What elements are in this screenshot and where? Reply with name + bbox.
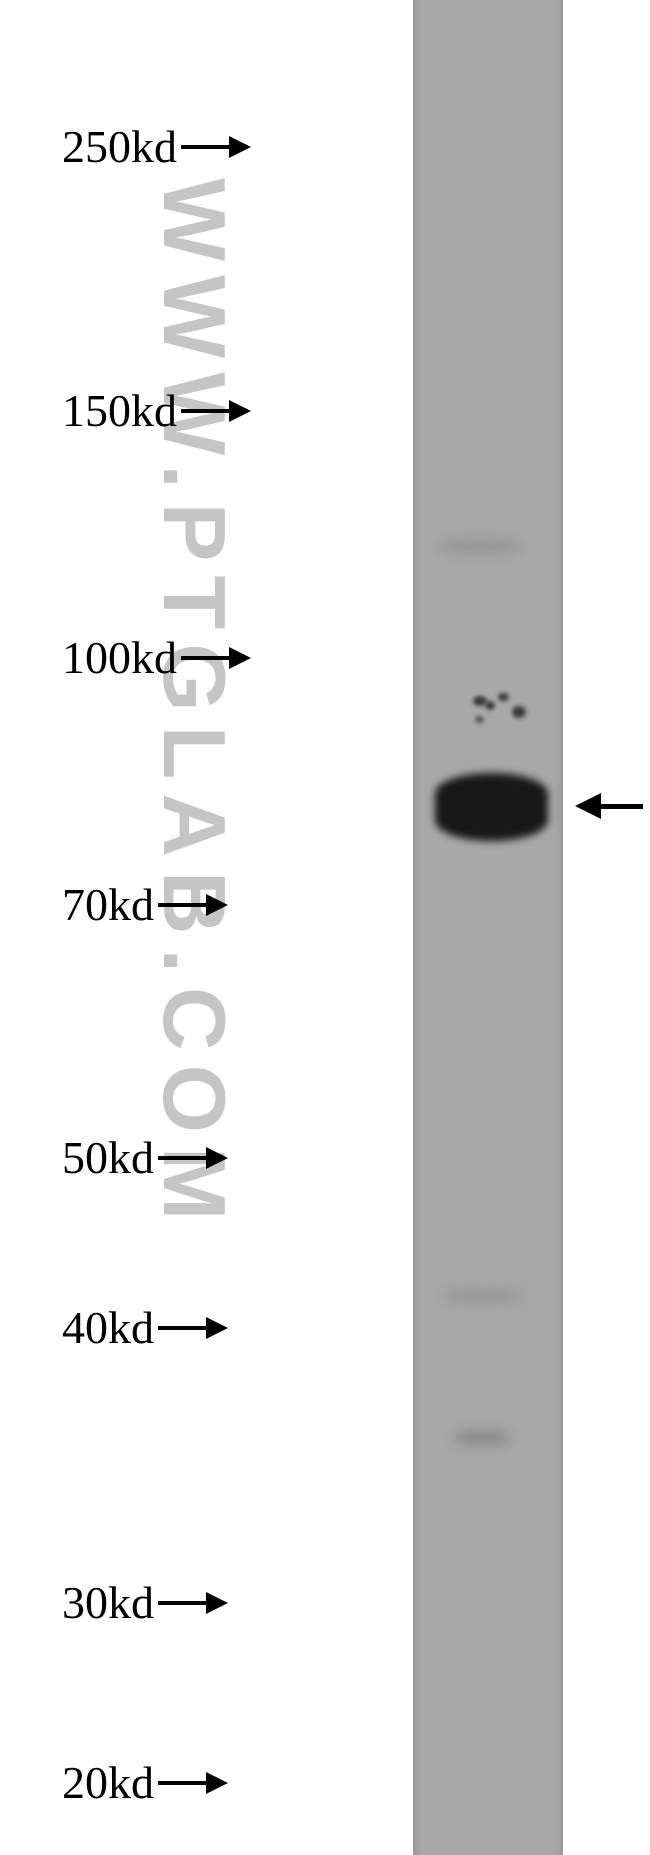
marker-label-20kd: 20kd: [62, 1756, 228, 1809]
marker-label-100kd: 100kd: [62, 631, 251, 684]
band-speckle-3: [498, 693, 509, 701]
marker-arrow-icon: [158, 1592, 228, 1614]
marker-arrow-icon: [158, 1772, 228, 1794]
marker-text: 100kd: [62, 631, 177, 684]
marker-text: 150kd: [62, 384, 177, 437]
marker-text: 50kd: [62, 1131, 154, 1184]
band-faint-8: [440, 540, 520, 554]
indicator-arrow-head: [575, 793, 601, 819]
band-indicator-arrow: [575, 793, 643, 819]
lane-edge-left: [413, 0, 423, 1855]
marker-text: 20kd: [62, 1756, 154, 1809]
marker-text: 40kd: [62, 1301, 154, 1354]
marker-label-250kd: 250kd: [62, 120, 251, 173]
marker-arrow-icon: [158, 1317, 228, 1339]
marker-text: 250kd: [62, 120, 177, 173]
marker-arrow-icon: [158, 894, 228, 916]
marker-label-70kd: 70kd: [62, 878, 228, 931]
marker-label-50kd: 50kd: [62, 1131, 228, 1184]
watermark-text: WWW.PTGLAB.COM: [143, 178, 245, 1234]
marker-label-30kd: 30kd: [62, 1576, 228, 1629]
band-speckle-2: [485, 701, 495, 710]
marker-arrow-icon: [181, 400, 251, 422]
band-main-0: [435, 773, 548, 841]
band-speckle-5: [475, 716, 484, 723]
marker-arrow-icon: [158, 1147, 228, 1169]
marker-arrow-icon: [181, 136, 251, 158]
indicator-arrow-line: [601, 804, 643, 809]
blot-container: WWW.PTGLAB.COM 250kd 150kd 100kd 70kd 50kd 40…: [0, 0, 650, 1855]
band-faint-7: [445, 1290, 520, 1302]
band-speckle-4: [512, 706, 526, 718]
marker-text: 30kd: [62, 1576, 154, 1629]
marker-arrow-icon: [181, 647, 251, 669]
blot-lane: [413, 0, 563, 1855]
lane-edge-right: [553, 0, 563, 1855]
marker-label-40kd: 40kd: [62, 1301, 228, 1354]
band-faint-6: [455, 1430, 510, 1445]
marker-label-150kd: 150kd: [62, 384, 251, 437]
marker-text: 70kd: [62, 878, 154, 931]
